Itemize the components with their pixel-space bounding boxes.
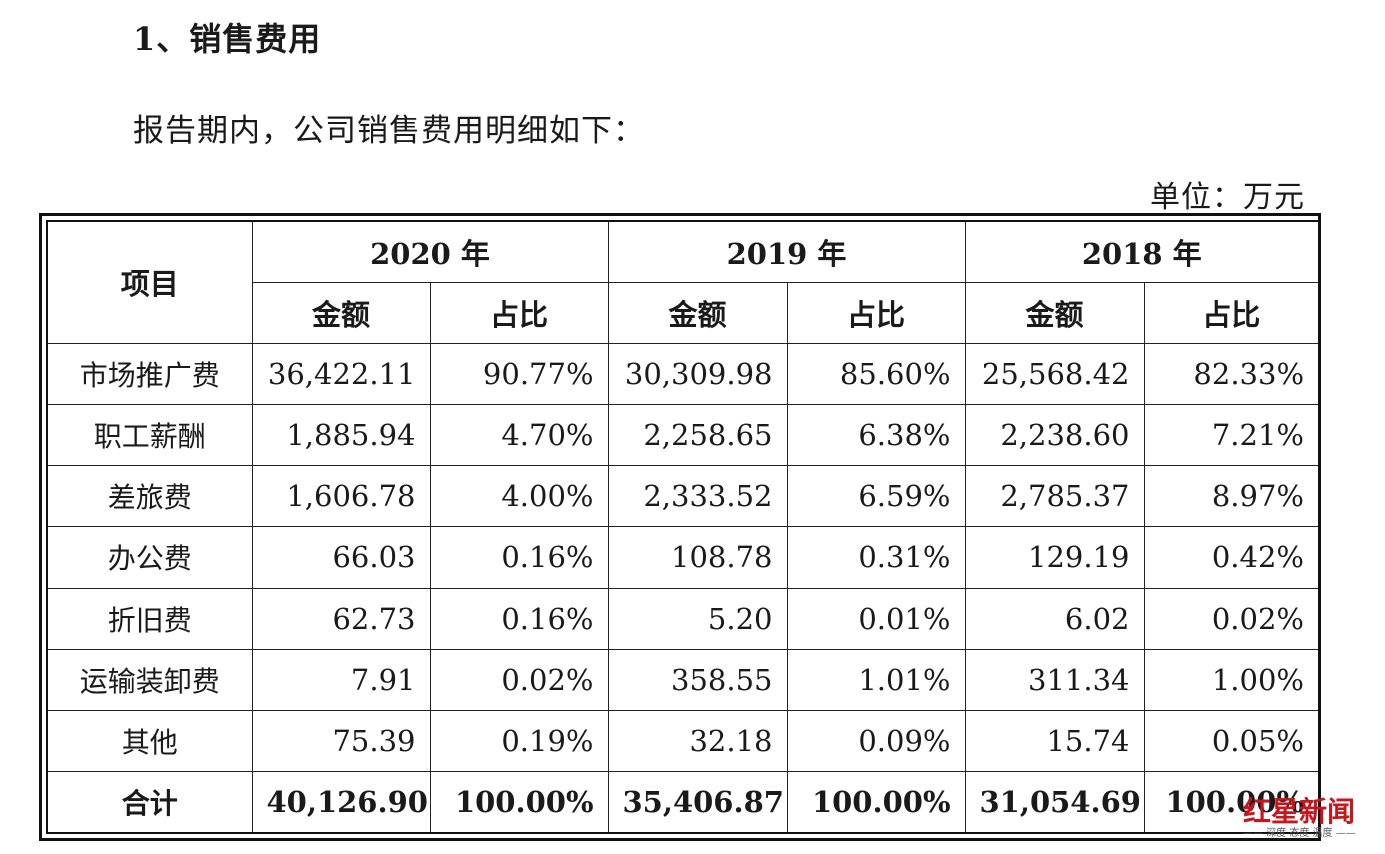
ratio-cell: 85.60% <box>786 342 966 405</box>
ratio-cell: 1.01% <box>786 648 966 712</box>
total-label: 合计 <box>46 771 253 834</box>
row-label: 折旧费 <box>46 587 253 650</box>
unit-label: 单位：万元 <box>1150 180 1305 215</box>
table-frame: 项目 2020 年 2019 年 2018 年 金额 占比 金额 占比 金额 占… <box>39 213 1321 841</box>
row-label: 市场推广费 <box>46 342 253 405</box>
amount-cell: 32.18 <box>607 709 788 773</box>
ratio-cell: 0.02% <box>1143 587 1320 650</box>
total-row: 合计 40,126.90 100.00% 35,406.87 100.00% 3… <box>46 771 1320 834</box>
section-heading: 1、销售费用 <box>133 20 322 58</box>
table-row: 运输装卸费 7.91 0.02% 358.55 1.01% 311.34 1.0… <box>46 648 1320 712</box>
year-header-2020: 2020 年 <box>251 220 609 283</box>
news-watermark: 红星新闻 —— 深度 态度 温度 —— <box>1243 790 1373 840</box>
total-ratio-cell: 100.00% <box>1143 771 1320 834</box>
ratio-cell: 0.05% <box>1143 709 1320 773</box>
table-row: 其他 75.39 0.19% 32.18 0.09% 15.74 0.05% <box>46 709 1320 773</box>
amount-cell: 25,568.42 <box>964 342 1145 405</box>
ratio-cell: 0.02% <box>429 648 609 712</box>
row-label: 差旅费 <box>46 464 253 528</box>
item-header: 项目 <box>46 220 253 344</box>
total-ratio-cell: 100.00% <box>429 771 609 834</box>
amount-cell: 311.34 <box>964 648 1145 712</box>
amount-cell: 2,785.37 <box>964 464 1145 528</box>
total-ratio-cell: 100.00% <box>786 771 966 834</box>
ratio-cell: 0.31% <box>786 526 966 589</box>
amount-cell: 1,606.78 <box>251 464 431 528</box>
amount-header: 金额 <box>251 281 431 344</box>
ratio-cell: 0.19% <box>429 709 609 773</box>
ratio-cell: 0.16% <box>429 526 609 589</box>
ratio-cell: 90.77% <box>429 342 609 405</box>
watermark-slogan: —— 深度 态度 温度 —— <box>1243 828 1356 839</box>
ratio-cell: 4.00% <box>429 464 609 528</box>
table-row: 职工薪酬 1,885.94 4.70% 2,258.65 6.38% 2,238… <box>46 403 1320 467</box>
ratio-cell: 0.09% <box>786 709 966 773</box>
row-label: 其他 <box>46 709 253 773</box>
amount-header: 金额 <box>964 281 1145 344</box>
ratio-cell: 8.97% <box>1143 464 1320 528</box>
ratio-header: 占比 <box>1143 281 1320 344</box>
ratio-cell: 6.59% <box>786 464 966 528</box>
ratio-cell: 7.21% <box>1143 403 1320 467</box>
total-amount-cell: 31,054.69 <box>964 771 1145 834</box>
table-body: 市场推广费 36,422.11 90.77% 30,309.98 85.60% … <box>46 342 1320 834</box>
amount-cell: 108.78 <box>607 526 788 589</box>
amount-cell: 1,885.94 <box>251 403 431 467</box>
total-amount-cell: 35,406.87 <box>607 771 788 834</box>
amount-cell: 2,238.60 <box>964 403 1145 467</box>
intro-text: 报告期内，公司销售费用明细如下： <box>133 113 645 149</box>
header-row-years: 项目 2020 年 2019 年 2018 年 <box>46 220 1320 344</box>
year-header-2018: 2018 年 <box>964 220 1320 283</box>
ratio-cell: 0.01% <box>786 587 966 650</box>
amount-cell: 30,309.98 <box>607 342 788 405</box>
amount-cell: 75.39 <box>251 709 431 773</box>
amount-cell: 15.74 <box>964 709 1145 773</box>
ratio-cell: 0.16% <box>429 587 609 650</box>
amount-cell: 6.02 <box>964 587 1145 650</box>
amount-cell: 7.91 <box>251 648 431 712</box>
ratio-cell: 1.00% <box>1143 648 1320 712</box>
row-label: 职工薪酬 <box>46 403 253 467</box>
total-amount-cell: 40,126.90 <box>251 771 431 834</box>
ratio-cell: 0.42% <box>1143 526 1320 589</box>
amount-cell: 66.03 <box>251 526 431 589</box>
sales-expense-table: 项目 2020 年 2019 年 2018 年 金额 占比 金额 占比 金额 占… <box>46 220 1320 834</box>
ratio-header: 占比 <box>429 281 609 344</box>
row-label: 运输装卸费 <box>46 648 253 712</box>
amount-cell: 129.19 <box>964 526 1145 589</box>
table-row: 市场推广费 36,422.11 90.77% 30,309.98 85.60% … <box>46 342 1320 405</box>
amount-header: 金额 <box>607 281 788 344</box>
year-header-2019: 2019 年 <box>607 220 966 283</box>
amount-cell: 2,258.65 <box>607 403 788 467</box>
ratio-header: 占比 <box>786 281 966 344</box>
amount-cell: 358.55 <box>607 648 788 712</box>
amount-cell: 2,333.52 <box>607 464 788 528</box>
table-row: 办公费 66.03 0.16% 108.78 0.31% 129.19 0.42… <box>46 526 1320 589</box>
ratio-cell: 82.33% <box>1143 342 1320 405</box>
watermark-logo-text: 红星新闻 <box>1243 795 1356 828</box>
amount-cell: 36,422.11 <box>251 342 431 405</box>
amount-cell: 62.73 <box>251 587 431 650</box>
table-row: 折旧费 62.73 0.16% 5.20 0.01% 6.02 0.02% <box>46 587 1320 650</box>
ratio-cell: 4.70% <box>429 403 609 467</box>
table-row: 差旅费 1,606.78 4.00% 2,333.52 6.59% 2,785.… <box>46 464 1320 528</box>
ratio-cell: 6.38% <box>786 403 966 467</box>
row-label: 办公费 <box>46 526 253 589</box>
amount-cell: 5.20 <box>607 587 788 650</box>
